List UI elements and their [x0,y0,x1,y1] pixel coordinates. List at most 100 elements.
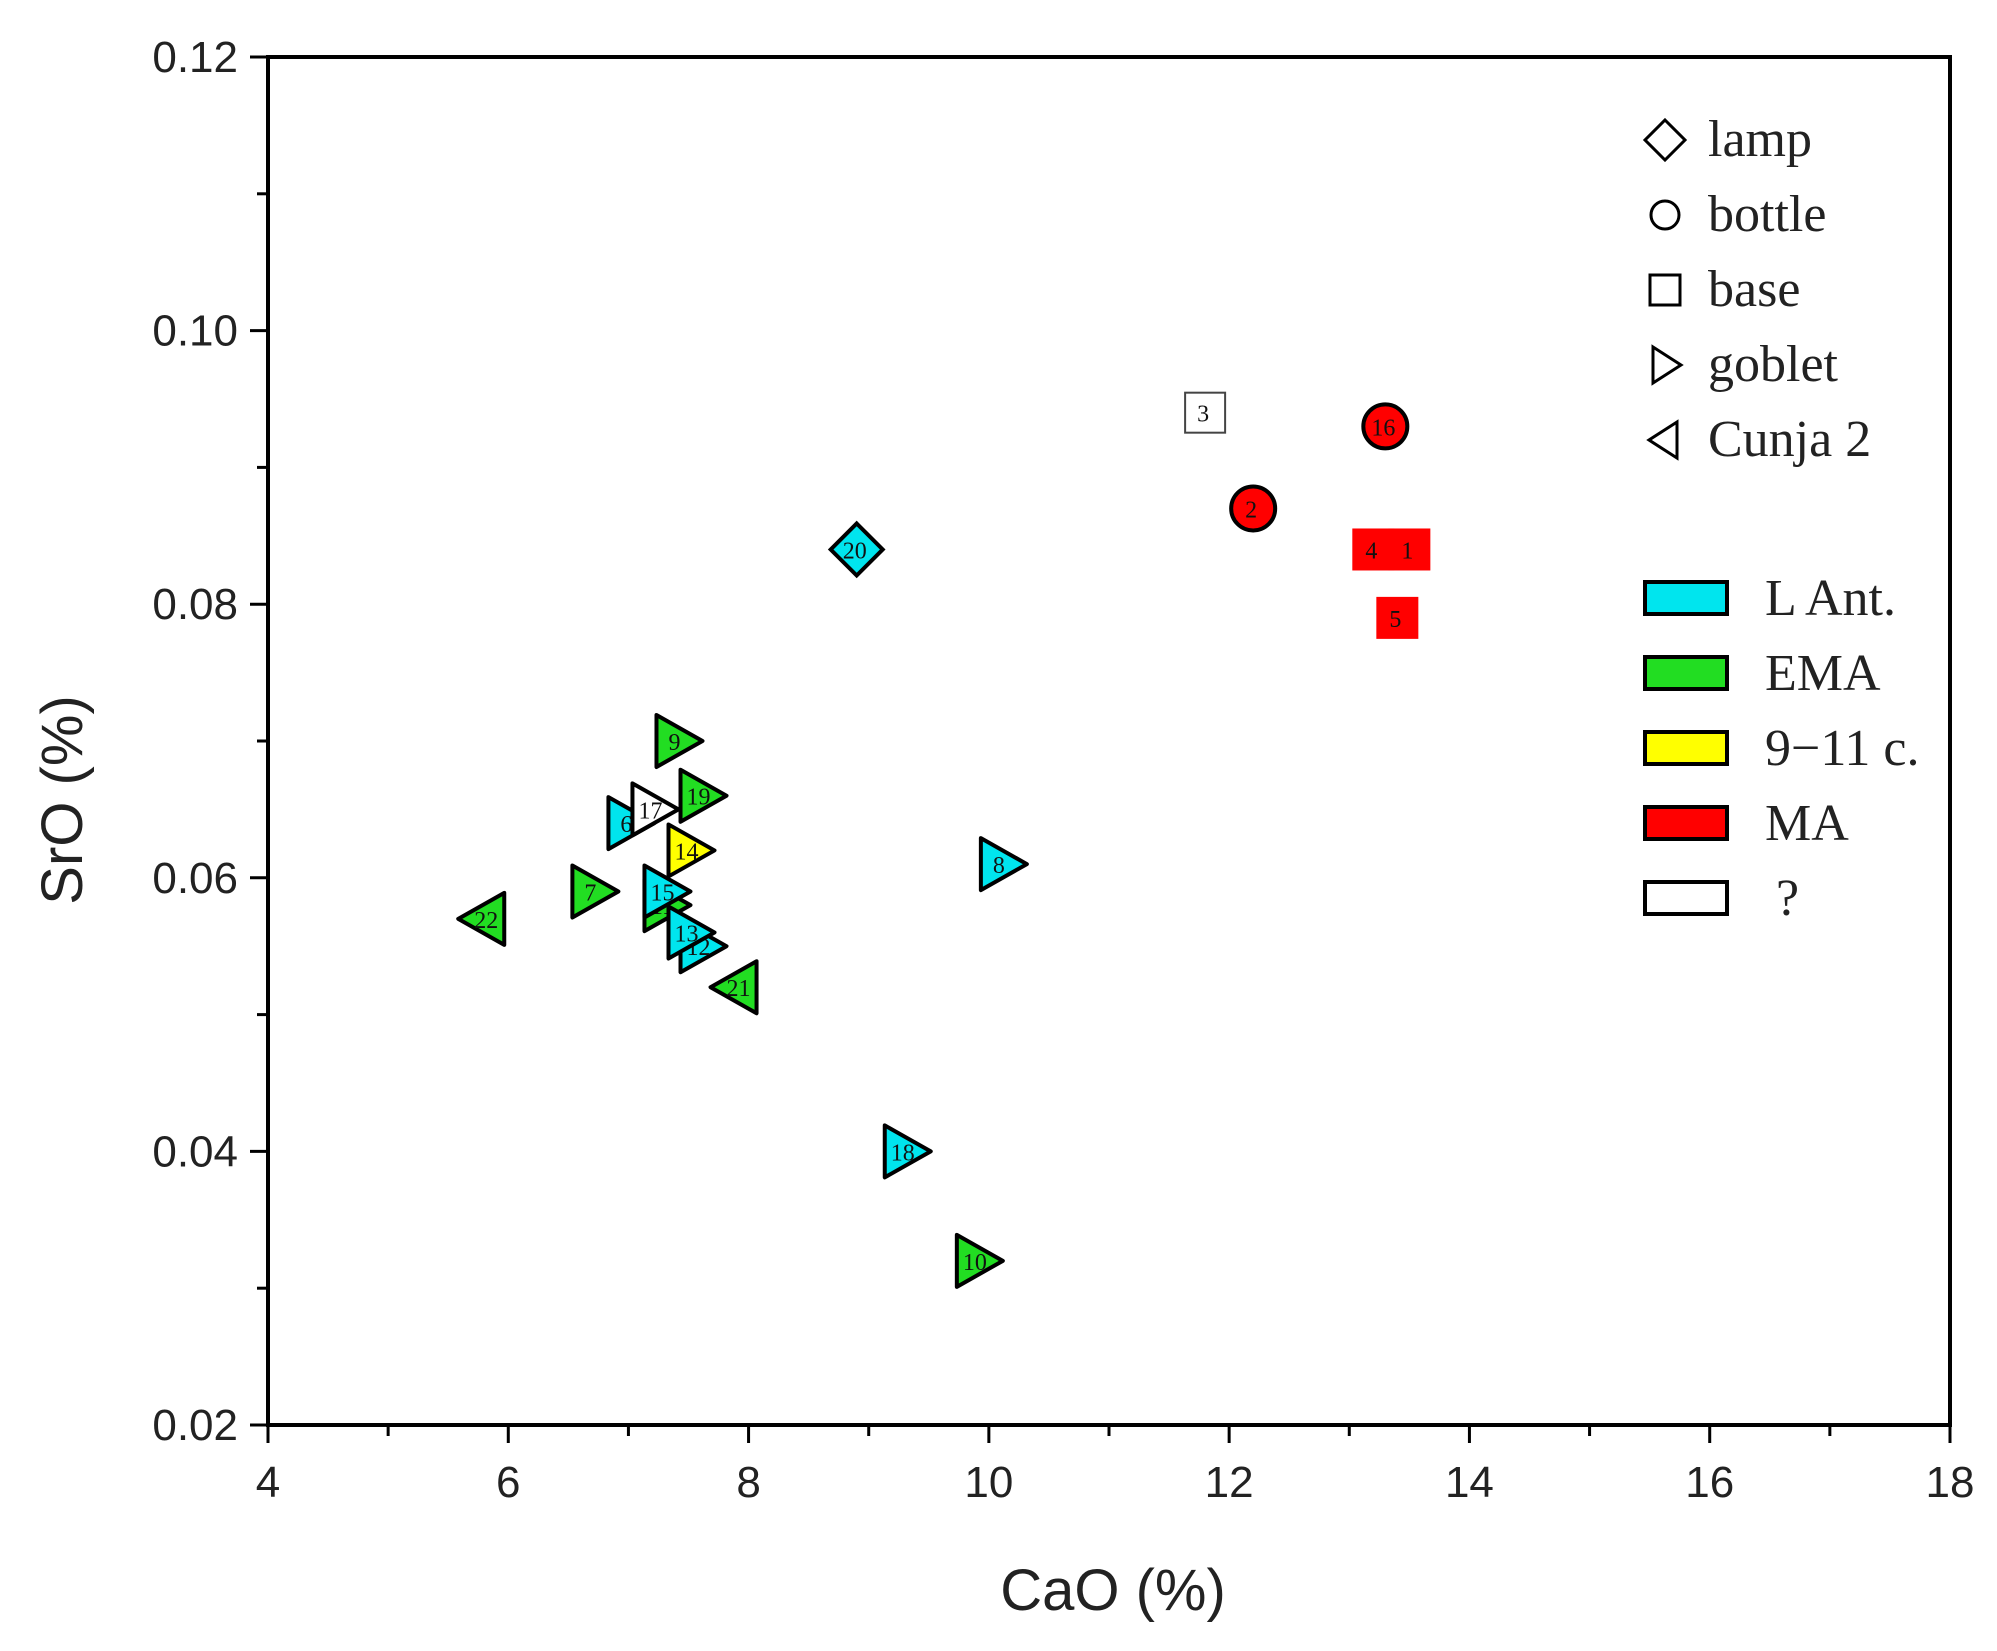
data-point-17: 17 [630,781,681,838]
legend-color-entry: 9−11 c. [1643,720,1919,777]
legend-shape-diamond: lamp [1642,111,1812,168]
point-marker-triangle-right [678,767,729,824]
legend-triangle-left [1646,419,1679,461]
legend-color-entry: MA [1643,795,1849,852]
data-point-5: 5 [1376,596,1419,639]
data-point-16: 16 [1361,402,1410,451]
y-tick-label: 0.12 [152,33,238,82]
data-point-3: 3 [1184,391,1227,434]
point-marker-triangle-right [954,1232,1005,1289]
y-tick-label: 0.04 [152,1127,238,1176]
legend-shape-triangle-right: goblet [1651,336,1839,393]
x-tick-label: 10 [964,1458,1013,1507]
point-label: 9 [668,730,680,756]
legend-color-label: L Ant. [1765,570,1896,627]
data-point-7: 7 [570,863,621,920]
x-axis-title: CaO (%) [1000,1558,1226,1623]
point-marker-triangle-right [666,822,717,879]
legend-shape-label: bottle [1708,186,1826,243]
legend-triangle-right [1651,344,1684,386]
y-tick-label: 0.06 [152,854,238,903]
legend-color-label: EMA [1765,645,1881,702]
point-label: 4 [1365,538,1377,564]
point-marker-triangle-left [456,890,507,947]
data-point-19: 19 [678,767,729,824]
legend-color-label: 9−11 c. [1765,720,1919,777]
legend-square [1648,273,1682,307]
data-point-9: 9 [654,713,705,769]
legend-circle [1649,199,1681,231]
point-marker-triangle-right [882,1123,933,1180]
point-label: 2 [1245,497,1257,523]
point-marker-triangle-right [978,836,1029,893]
y-tick-label: 0.02 [152,1401,238,1450]
point-label: 15 [650,880,674,906]
point-label: 14 [675,839,699,865]
point-label: 5 [1389,607,1401,633]
point-marker-triangle-right [630,781,681,838]
data-point-22: 22 [456,890,507,947]
data-point-8: 8 [978,836,1029,893]
data-point-4: 4 [1352,528,1395,571]
point-label: 1 [1401,538,1413,564]
legend-color-label: MA [1765,795,1849,852]
legend-swatch [1643,655,1729,691]
point-label: 6 [620,812,632,838]
data-point-1: 1 [1388,528,1431,571]
point-marker-diamond [827,520,886,579]
x-tick-label: 12 [1205,1458,1254,1507]
legend-diamond [1642,117,1688,163]
y-tick-label: 0.10 [152,307,238,356]
point-label: 7 [584,880,596,906]
legend: lamp bottle base goblet Cunja 2 L Ant. EMA 9−11… [1642,111,1919,927]
data-point-14: 14 [666,822,717,879]
legend-color-label: ? [1776,870,1799,927]
legend-shape-circle: bottle [1649,186,1826,243]
legend-swatch [1643,730,1729,766]
data-point-2: 2 [1229,484,1278,533]
legend-color-entry: EMA [1643,645,1881,702]
y-axis-title: SrO (%) [30,695,95,904]
point-marker-triangle-right [570,863,621,920]
point-marker-square [1352,528,1395,571]
legend-swatch [1643,880,1729,916]
point-marker-triangle-right [666,904,717,961]
legend-shape-label: goblet [1708,336,1839,393]
data-points: 12345678910111213141516171819202122 [456,391,1431,1289]
point-marker-square [1184,391,1227,434]
x-tick-label: 8 [736,1458,760,1507]
point-label: 19 [687,785,711,811]
point-label: 17 [638,798,662,824]
point-label: 22 [474,908,498,934]
legend-shape-label: base [1708,261,1800,318]
x-tick-label: 16 [1685,1458,1734,1507]
x-tick-label: 14 [1445,1458,1494,1507]
point-label: 16 [1371,415,1395,441]
data-point-18: 18 [882,1123,933,1180]
point-marker-circle [1361,402,1410,451]
data-point-21: 21 [708,959,759,1016]
point-label: 21 [727,976,751,1002]
point-marker-triangle-left [708,959,759,1016]
point-marker-square [1376,596,1419,639]
data-point-20: 20 [827,520,886,579]
point-marker-triangle-right [642,863,693,920]
legend-shape-label: Cunja 2 [1708,411,1871,468]
point-marker-circle [1229,484,1278,533]
point-label: 3 [1197,402,1209,428]
legend-shape-square: base [1648,261,1800,318]
legend-shape-triangle-left: Cunja 2 [1646,411,1871,468]
point-label: 13 [675,922,699,948]
legend-shape-label: lamp [1708,111,1812,168]
axes: 4 6 8 10 12 14 16 180.020.040.060.080.100.12 [152,33,1974,1507]
legend-color-entry: L Ant. [1643,570,1896,627]
point-label: 10 [963,1250,987,1276]
point-label: 20 [843,538,867,564]
x-tick-label: 18 [1926,1458,1975,1507]
legend-swatch [1643,805,1729,841]
legend-swatch [1643,580,1729,616]
data-point-13: 13 [666,904,717,961]
y-tick-label: 0.08 [152,580,238,629]
x-tick-label: 6 [496,1458,520,1507]
legend-color-entry: ? [1643,870,1799,927]
